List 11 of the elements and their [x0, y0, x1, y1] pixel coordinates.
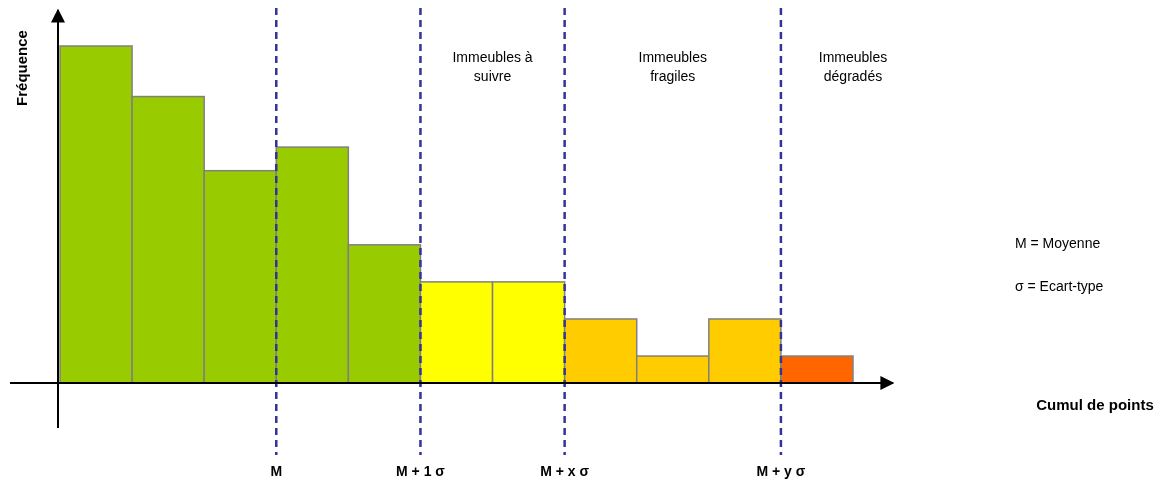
annotation: Immeubles fragiles [638, 49, 708, 84]
annotation: Immeubles dégradés [818, 49, 888, 84]
text: σ = Ecart-type [1015, 278, 1104, 294]
annotation: Immeubles à suivre [452, 49, 533, 84]
text: M + 1 σ [396, 463, 446, 479]
text: M + y σ [756, 463, 806, 479]
text: M = Moyenne [1015, 235, 1101, 251]
text: M [270, 463, 283, 479]
y-axis-title: Fréquence [13, 30, 30, 106]
text: M + x σ [540, 463, 590, 479]
text: Cumul de points [1036, 396, 1154, 413]
